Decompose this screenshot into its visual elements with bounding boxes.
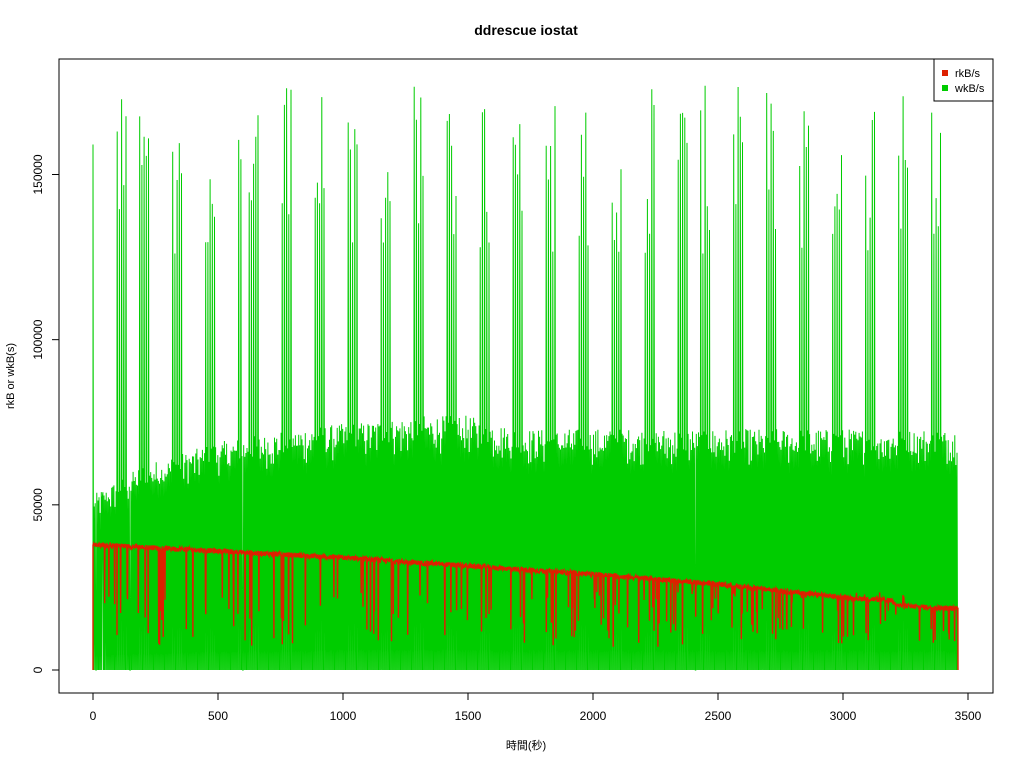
x-tick-label: 2500 xyxy=(705,709,732,723)
x-tick-label: 3500 xyxy=(955,709,982,723)
x-axis-label: 時間(秒) xyxy=(506,738,546,752)
legend-swatch-wkb xyxy=(942,85,948,91)
x-axis: 0 500 1000 1500 2000 2500 3000 3500 xyxy=(90,692,982,723)
y-tick-label: 150000 xyxy=(31,154,45,194)
x-tick-label: 1000 xyxy=(330,709,357,723)
y-tick-label: 100000 xyxy=(31,319,45,359)
x-tick-label: 1500 xyxy=(455,709,482,723)
x-tick-label: 3000 xyxy=(830,709,857,723)
chart-title: ddrescue iostat xyxy=(474,22,578,38)
x-tick-label: 500 xyxy=(208,709,228,723)
legend-swatch-rkb xyxy=(942,70,948,76)
series-rkb-line xyxy=(92,540,959,671)
legend: rkB/s wkB/s xyxy=(933,58,994,102)
series-wkb-line xyxy=(92,85,959,671)
x-tick-label: 2000 xyxy=(580,709,607,723)
y-tick-label: 50000 xyxy=(31,488,45,522)
legend-box xyxy=(933,58,994,102)
y-axis: 0 50000 100000 150000 xyxy=(31,154,60,673)
y-tick-label: 0 xyxy=(31,666,45,673)
series-layer xyxy=(92,85,959,671)
legend-label-rkb: rkB/s xyxy=(955,68,981,80)
x-tick-label: 0 xyxy=(90,709,97,723)
y-axis-label: rkB or wkB(s) xyxy=(5,343,17,409)
legend-label-wkb: wkB/s xyxy=(954,83,985,95)
